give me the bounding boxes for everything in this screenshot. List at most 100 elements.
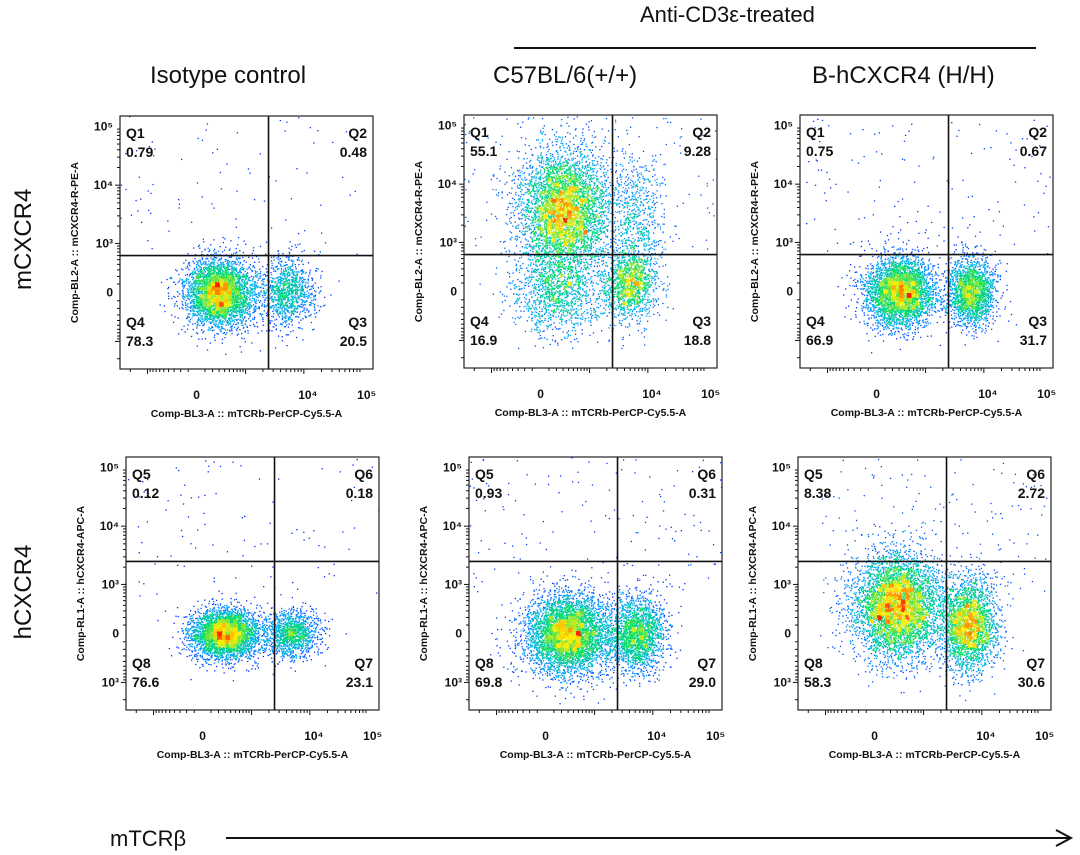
event-dot xyxy=(225,278,228,280)
event-dot xyxy=(208,270,211,273)
event-dot xyxy=(235,274,237,277)
event-dot xyxy=(226,309,228,311)
event-dot xyxy=(237,301,239,304)
event-dot xyxy=(253,261,256,263)
event-dot xyxy=(178,203,180,205)
event-dot xyxy=(213,252,216,255)
event-dot xyxy=(295,290,297,292)
event-dot xyxy=(290,269,292,271)
event-dot xyxy=(203,284,205,286)
event-dot xyxy=(208,300,210,302)
event-dot xyxy=(171,297,173,300)
event-dot xyxy=(229,299,231,301)
event-dot xyxy=(310,297,312,299)
event-dot xyxy=(213,285,215,287)
event-dot xyxy=(231,265,233,268)
event-dot xyxy=(224,295,227,298)
event-dot xyxy=(274,281,276,284)
event-dot xyxy=(284,130,286,132)
event-dot xyxy=(271,280,274,282)
event-dot xyxy=(278,278,281,281)
event-dot xyxy=(320,306,322,308)
event-dot xyxy=(228,319,231,321)
event-dot xyxy=(166,278,168,281)
event-dot xyxy=(265,275,267,277)
event-dot xyxy=(228,317,230,319)
column-title-isotype: Isotype control xyxy=(150,62,306,90)
event-dot xyxy=(173,281,175,283)
event-dot xyxy=(203,294,206,297)
event-dot xyxy=(210,302,213,304)
event-dot xyxy=(205,310,208,312)
event-dot xyxy=(244,283,246,285)
event-dot xyxy=(252,250,255,252)
event-dot xyxy=(226,312,228,315)
event-dot xyxy=(253,290,255,293)
event-dot xyxy=(289,312,291,314)
event-dot xyxy=(230,285,232,287)
event-dot xyxy=(188,299,190,301)
event-dot xyxy=(255,271,257,273)
event-dot xyxy=(286,267,289,269)
event-dot xyxy=(261,294,264,297)
event-dot xyxy=(295,336,298,339)
event-dot xyxy=(199,320,201,322)
event-dot xyxy=(254,287,257,289)
event-dot xyxy=(231,273,233,275)
event-dot xyxy=(192,308,194,310)
event-dot xyxy=(224,304,226,306)
event-dot xyxy=(210,257,212,259)
event-dot xyxy=(324,304,326,306)
event-dot xyxy=(308,295,311,297)
event-dot xyxy=(196,300,198,302)
event-dot xyxy=(318,292,320,294)
event-dot xyxy=(221,263,223,265)
event-dot xyxy=(225,314,227,316)
event-dot xyxy=(274,289,276,291)
event-dot xyxy=(234,286,236,288)
event-dot xyxy=(194,258,196,260)
event-dot xyxy=(279,263,282,265)
event-dot xyxy=(201,304,203,306)
event-dot xyxy=(319,290,321,293)
event-dot xyxy=(254,308,256,310)
event-dot xyxy=(238,271,240,273)
event-dot xyxy=(227,265,230,267)
event-dot xyxy=(309,269,312,271)
event-dot xyxy=(203,323,205,325)
event-dot xyxy=(208,260,210,262)
event-dot xyxy=(213,309,215,311)
event-dot xyxy=(202,285,204,288)
event-dot xyxy=(197,301,199,303)
event-dot xyxy=(292,298,294,301)
event-dot xyxy=(236,319,238,321)
event-dot xyxy=(291,271,294,273)
event-dot xyxy=(227,307,229,309)
event-dot xyxy=(193,287,195,289)
event-dot xyxy=(192,328,194,331)
event-dot xyxy=(177,295,179,297)
event-dot xyxy=(261,303,263,305)
event-dot xyxy=(197,274,199,276)
event-dot xyxy=(295,279,297,281)
event-dot xyxy=(201,297,204,300)
event-dot xyxy=(241,276,243,278)
event-dot xyxy=(214,267,216,270)
event-dot xyxy=(299,277,301,279)
event-dot xyxy=(219,280,221,282)
event-dot xyxy=(209,292,211,294)
event-dot xyxy=(185,278,188,280)
event-dot xyxy=(242,327,245,329)
event-dot xyxy=(187,262,190,264)
event-dot xyxy=(312,329,314,331)
event-dot xyxy=(284,276,286,278)
event-dot xyxy=(221,263,223,265)
event-dot xyxy=(300,286,303,288)
event-dot xyxy=(177,281,179,283)
event-dot xyxy=(235,295,237,297)
event-dot xyxy=(190,310,192,313)
event-dot xyxy=(229,292,231,294)
event-dot xyxy=(213,261,216,263)
event-dot xyxy=(238,287,240,289)
event-dot xyxy=(192,290,194,293)
